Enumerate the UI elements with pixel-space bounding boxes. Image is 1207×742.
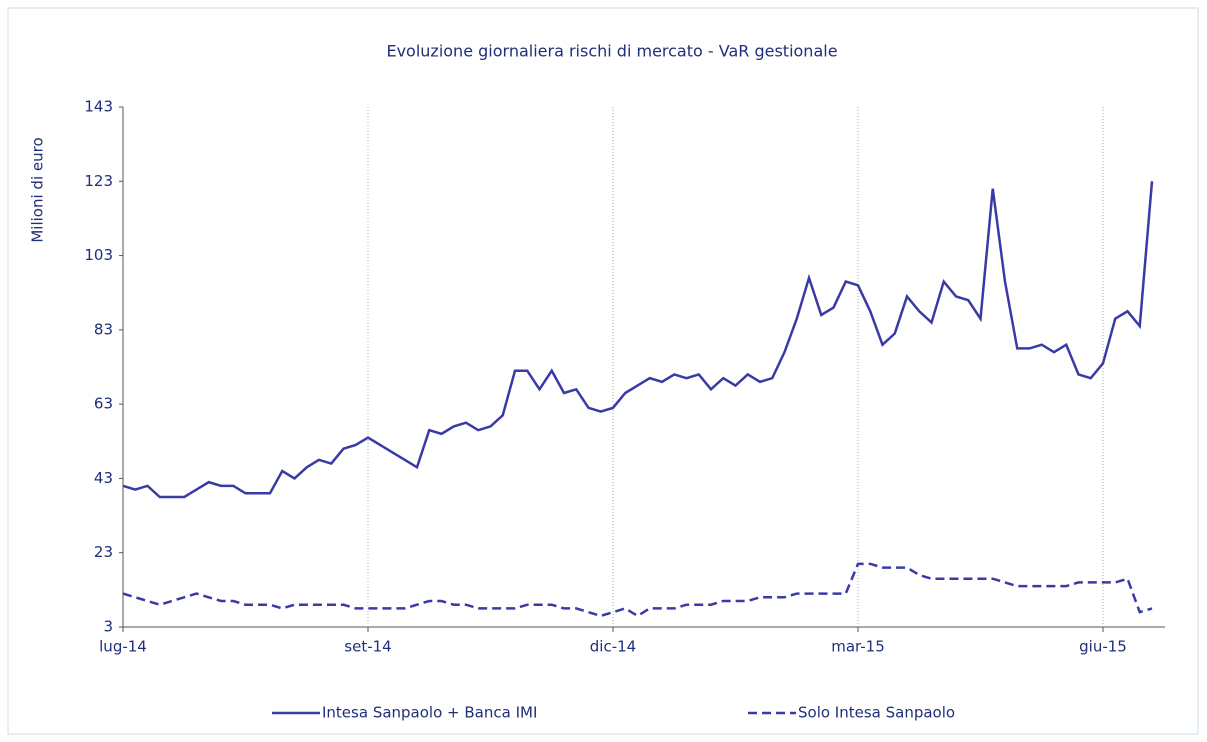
x-tick-label: dic-14 bbox=[590, 638, 636, 656]
y-axis-label: Milioni di euro bbox=[29, 137, 47, 242]
y-tick-label: 143 bbox=[84, 98, 113, 116]
legend-label: Intesa Sanpaolo + Banca IMI bbox=[322, 704, 537, 722]
y-tick-label: 43 bbox=[94, 469, 113, 487]
x-tick-label: giu-15 bbox=[1079, 638, 1127, 656]
series-line bbox=[122, 181, 1154, 499]
legend-label: Solo Intesa Sanpaolo bbox=[798, 704, 955, 722]
series-line bbox=[122, 562, 1153, 618]
frame bbox=[7, 7, 1199, 735]
chart-title: Evoluzione giornaliera rischi di mercato… bbox=[386, 42, 837, 61]
x-tick-label: set-14 bbox=[344, 638, 391, 656]
y-tick-label: 103 bbox=[84, 246, 113, 264]
y-tick-label: 83 bbox=[94, 320, 113, 338]
x-tick-label: lug-14 bbox=[99, 638, 147, 656]
x-tick-label: mar-15 bbox=[831, 638, 885, 656]
y-tick-label: 23 bbox=[94, 543, 113, 561]
y-tick-label: 123 bbox=[84, 172, 113, 190]
y-tick-label: 3 bbox=[103, 618, 113, 636]
y-tick-label: 63 bbox=[94, 395, 113, 413]
